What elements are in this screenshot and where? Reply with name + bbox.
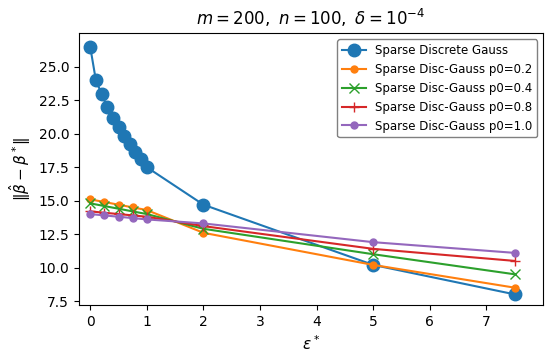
Sparse Disc-Gauss p0=1.0 <box>512 251 518 255</box>
Sparse Disc-Gauss p0=0.8 <box>87 209 94 213</box>
Sparse Disc-Gauss p0=0.8 <box>512 259 518 263</box>
Sparse Discrete Gauss <box>104 105 111 109</box>
Line: Sparse Disc-Gauss p0=0.2: Sparse Disc-Gauss p0=0.2 <box>87 196 518 291</box>
Sparse Disc-Gauss p0=1.0 <box>115 215 122 219</box>
Sparse Disc-Gauss p0=0.8 <box>200 224 207 228</box>
Sparse Disc-Gauss p0=0.4 <box>200 227 207 231</box>
Sparse Disc-Gauss p0=1.0 <box>370 240 377 244</box>
Sparse Disc-Gauss p0=1.0 <box>87 212 94 216</box>
Sparse Discrete Gauss <box>138 157 145 161</box>
Y-axis label: $\|\hat{\beta} - \beta^*\|$: $\|\hat{\beta} - \beta^*\|$ <box>7 137 33 202</box>
Sparse Disc-Gauss p0=0.2 <box>115 203 122 207</box>
Sparse Discrete Gauss <box>370 263 377 267</box>
Sparse Discrete Gauss <box>512 292 518 297</box>
Sparse Disc-Gauss p0=0.4 <box>512 272 518 276</box>
Sparse Disc-Gauss p0=0.8 <box>144 215 150 219</box>
Sparse Discrete Gauss <box>132 150 139 155</box>
Sparse Disc-Gauss p0=0.4 <box>87 201 94 206</box>
Sparse Disc-Gauss p0=0.2 <box>144 208 150 212</box>
Sparse Disc-Gauss p0=0.4 <box>370 252 377 256</box>
Sparse Discrete Gauss <box>126 142 133 147</box>
Sparse Discrete Gauss <box>200 203 207 207</box>
Sparse Disc-Gauss p0=0.4 <box>129 209 136 213</box>
Sparse Discrete Gauss <box>115 125 122 129</box>
Sparse Disc-Gauss p0=0.2 <box>129 205 136 210</box>
Title: $m = 200, \ n = 100, \ \delta = 10^{-4}$: $m = 200, \ n = 100, \ \delta = 10^{-4}$ <box>196 7 426 29</box>
Sparse Discrete Gauss <box>98 91 105 96</box>
Sparse Disc-Gauss p0=0.8 <box>129 213 136 217</box>
Sparse Disc-Gauss p0=1.0 <box>200 221 207 226</box>
Sparse Disc-Gauss p0=0.2 <box>200 231 207 235</box>
Sparse Discrete Gauss <box>121 134 128 139</box>
Legend: Sparse Discrete Gauss, Sparse Disc-Gauss p0=0.2, Sparse Disc-Gauss p0=0.4, Spars: Sparse Discrete Gauss, Sparse Disc-Gauss… <box>337 39 537 137</box>
X-axis label: $\varepsilon^*$: $\varepsilon^*$ <box>302 334 320 353</box>
Sparse Disc-Gauss p0=0.2 <box>87 197 94 202</box>
Sparse Discrete Gauss <box>87 45 94 49</box>
Line: Sparse Disc-Gauss p0=0.4: Sparse Disc-Gauss p0=0.4 <box>85 198 520 279</box>
Sparse Disc-Gauss p0=0.8 <box>115 212 122 216</box>
Sparse Discrete Gauss <box>109 116 116 120</box>
Sparse Disc-Gauss p0=0.4 <box>101 204 108 208</box>
Sparse Disc-Gauss p0=0.4 <box>115 207 122 211</box>
Sparse Discrete Gauss <box>92 78 99 82</box>
Line: Sparse Disc-Gauss p0=0.8: Sparse Disc-Gauss p0=0.8 <box>85 207 520 266</box>
Sparse Discrete Gauss <box>144 165 150 170</box>
Sparse Disc-Gauss p0=1.0 <box>129 216 136 220</box>
Sparse Disc-Gauss p0=0.8 <box>101 211 108 215</box>
Sparse Disc-Gauss p0=1.0 <box>101 213 108 217</box>
Sparse Disc-Gauss p0=0.2 <box>370 263 377 267</box>
Sparse Disc-Gauss p0=1.0 <box>144 217 150 221</box>
Sparse Disc-Gauss p0=0.4 <box>144 212 150 216</box>
Sparse Disc-Gauss p0=0.2 <box>101 200 108 204</box>
Sparse Disc-Gauss p0=0.8 <box>370 247 377 251</box>
Line: Sparse Discrete Gauss: Sparse Discrete Gauss <box>84 41 521 301</box>
Sparse Disc-Gauss p0=0.2 <box>512 285 518 290</box>
Line: Sparse Disc-Gauss p0=1.0: Sparse Disc-Gauss p0=1.0 <box>87 211 518 256</box>
